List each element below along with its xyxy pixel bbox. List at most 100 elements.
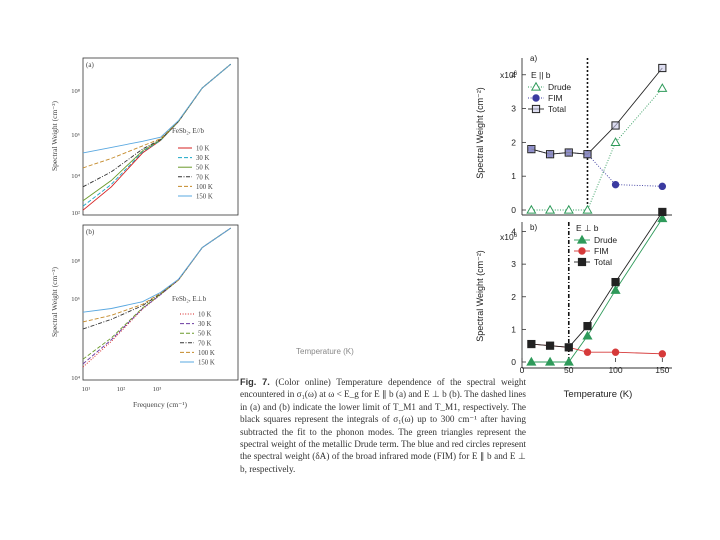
- x-tick-label: 100: [608, 365, 622, 375]
- panel-label: b): [530, 223, 537, 232]
- chart-left-bottom: (b) Spectral Weight (cm⁻²) FeSb₂, E⊥b Fr…: [50, 224, 239, 409]
- marker-fim: [578, 247, 586, 255]
- marker-total: [611, 121, 620, 130]
- legend-label: 10 K: [198, 312, 211, 319]
- marker-total: [611, 277, 620, 287]
- y-tick-labels: 0 1 2 3 4: [511, 70, 526, 215]
- y-tick-label: 2: [511, 137, 516, 147]
- y-tick-labels: 10⁸ 10⁶ 10⁴ 10²: [71, 88, 81, 217]
- marker-fim: [611, 348, 620, 356]
- marker-drude: [610, 137, 621, 147]
- y-tick-label: 10⁴: [71, 375, 81, 382]
- legend-label: Total: [594, 257, 612, 267]
- x-tick-label: 10¹: [82, 386, 91, 393]
- y-multiplier: x106: [500, 232, 518, 242]
- marker-total: [545, 150, 555, 159]
- legend-label: FIM: [594, 246, 609, 256]
- plot-frame: [82, 224, 239, 381]
- panel-label: a): [530, 54, 537, 63]
- caption-label: Fig. 7.: [240, 377, 270, 387]
- y-axis-label: Spectral Weight (cm⁻²): [475, 250, 485, 342]
- series-line-drude: [531, 88, 663, 211]
- legend-label: 50 K: [196, 165, 209, 172]
- marker-total: [577, 257, 587, 267]
- marker-fim: [658, 182, 667, 191]
- y-tick-label: 1: [511, 171, 516, 181]
- y-tick-label: 4: [511, 70, 516, 80]
- marker-total: [658, 63, 667, 73]
- marker-drude: [563, 356, 574, 366]
- x-tick-labels: 10¹ 10² 10³: [82, 386, 162, 393]
- chart-right-bottom: b) x106 E ⊥ b Spectral Weight (cm⁻²) Tem…: [475, 207, 672, 400]
- legend-title: FeSb₂, E//b: [172, 127, 204, 135]
- x-tick-label: 150: [655, 365, 669, 375]
- series-line-150k: [82, 63, 231, 154]
- polarization-label: E ⊥ b: [576, 223, 599, 233]
- x-tick-label: 10³: [153, 386, 162, 393]
- marker-total: [583, 322, 592, 331]
- y-tick-label: 10⁶: [71, 132, 80, 139]
- chart-right-top: a) x106 E || b Spectral Weight (cm⁻²) 0 1…: [475, 54, 672, 216]
- x-tick-label: 10²: [117, 386, 126, 393]
- marker-total: [564, 343, 573, 352]
- y-tick-label: 2: [511, 292, 516, 302]
- marker-drude: [563, 204, 574, 214]
- legend-label: 10 K: [196, 146, 209, 153]
- legend-label: 30 K: [196, 155, 209, 162]
- series-lines: [526, 63, 668, 214]
- series-lines: [82, 63, 231, 211]
- marker-drude: [657, 83, 668, 92]
- y-tick-label: 0: [511, 205, 516, 215]
- y-axis-label: Spectral Weight (cm⁻²): [475, 87, 485, 179]
- series-line-30k: [82, 227, 231, 365]
- marker-total: [527, 339, 536, 349]
- marker-total: [531, 104, 541, 114]
- x-tick-label: 0: [520, 365, 525, 375]
- marker-drude: [530, 81, 542, 91]
- marker-drude: [576, 234, 588, 244]
- series-line-drude: [531, 218, 663, 363]
- figure-caption: Fig. 7. (Color online) Temperature depen…: [240, 376, 526, 475]
- legend: 10 K 30 K 50 K 70 K 100 K 150 K: [180, 312, 215, 367]
- y-tick-label: 3: [511, 259, 516, 269]
- y-axis-label: Spectral Weight (cm⁻²): [50, 100, 59, 171]
- series-lines: [82, 227, 231, 368]
- marker-drude: [545, 356, 556, 366]
- x-axis-label: Temperature (K): [564, 389, 633, 400]
- y-tick-label: 10⁸: [71, 88, 81, 95]
- legend-title: FeSb₂, E⊥b: [172, 295, 207, 303]
- legend-label: FIM: [548, 93, 563, 103]
- marker-drude: [526, 204, 537, 214]
- marker-fim: [658, 350, 667, 358]
- y-axis-label: Spectral Weight (cm⁻²): [50, 266, 59, 337]
- legend-label: 70 K: [196, 174, 209, 181]
- y-multiplier: x106: [500, 70, 518, 80]
- marker-drude: [582, 330, 593, 340]
- clipped-axis-label: Temperature (K): [296, 347, 354, 356]
- marker-drude: [582, 204, 593, 214]
- legend-label: 100 K: [196, 184, 213, 191]
- y-tick-label: 1: [511, 324, 516, 334]
- marker-total: [527, 145, 536, 154]
- marker-total: [658, 207, 667, 217]
- marker-total: [583, 150, 592, 159]
- x-tick-label: 50: [564, 365, 574, 375]
- x-tick-labels: 0 50 100 150: [520, 358, 670, 375]
- marker-drude: [545, 204, 556, 214]
- legend-label: 100 K: [198, 350, 215, 357]
- series-lines: [526, 207, 668, 366]
- y-tick-label: 0: [511, 357, 516, 367]
- y-tick-label: 10⁶: [71, 296, 80, 303]
- series-line-150k: [82, 227, 231, 313]
- x-axis-label: Frequency (cm⁻¹): [133, 400, 187, 409]
- polarization-label: E || b: [531, 70, 551, 80]
- legend-label: 50 K: [198, 331, 211, 338]
- legend: 10 K 30 K 50 K 70 K 100 K 150 K: [178, 146, 213, 201]
- marker-drude: [657, 213, 668, 223]
- legend-label: 150 K: [198, 360, 215, 367]
- y-tick-labels: 10⁸ 10⁶ 10⁴: [71, 258, 81, 382]
- legend-label: 30 K: [198, 321, 211, 328]
- legend-label: Drude: [548, 82, 571, 92]
